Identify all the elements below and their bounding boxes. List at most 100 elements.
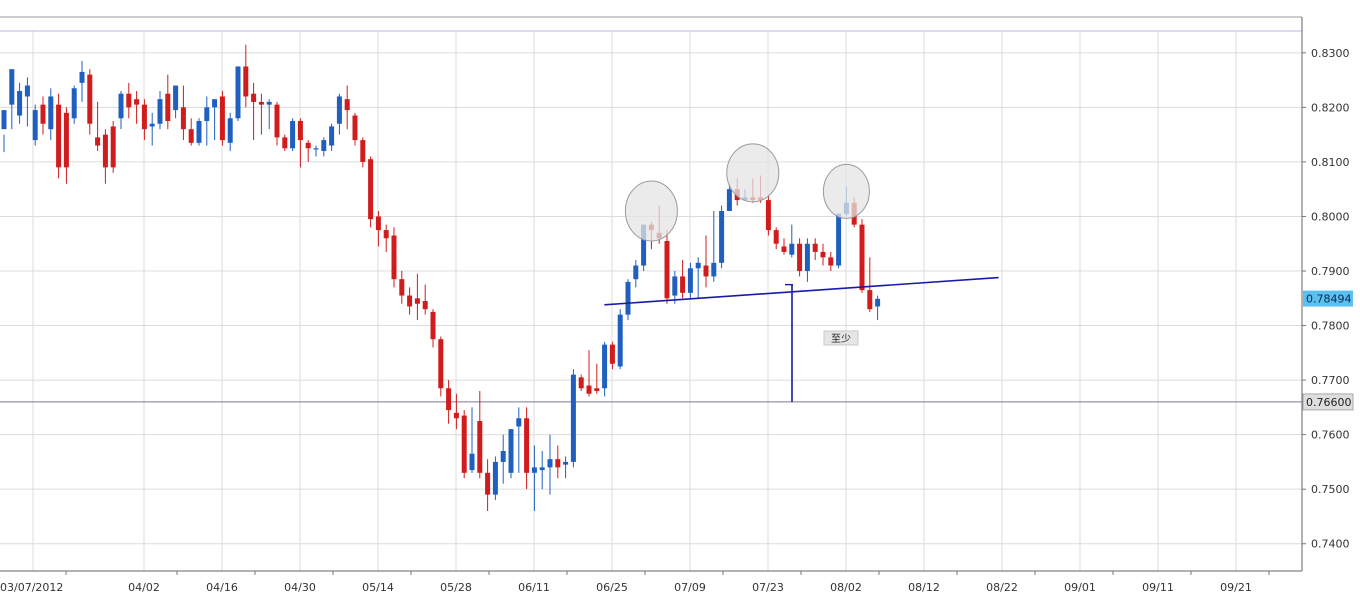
candle [352,112,358,146]
candle [149,112,155,146]
candle-body [407,295,413,307]
candle [196,118,202,146]
candle-body [212,99,218,108]
candle-body [266,101,272,105]
y-tick-label: 0.8200 [1311,101,1350,114]
candle [539,451,545,490]
candle [258,93,264,135]
candle [188,118,194,146]
x-tick-label: 07/09 [674,581,706,594]
candle-body [235,66,241,119]
candle-body [680,276,686,293]
y-tick-label: 0.7900 [1311,265,1350,278]
candle-body [297,121,303,141]
candle [165,74,171,130]
candle-body [290,121,296,149]
plot-frame [0,16,1303,572]
candle [297,118,303,168]
candle-body [789,243,795,255]
candle [118,91,124,130]
candle-body [173,85,179,111]
candle-body [32,110,38,141]
candle-body [687,268,693,293]
candle-body [430,311,436,340]
candle-body [102,134,108,168]
candle [40,96,46,135]
y-tick-label: 0.7600 [1311,429,1350,442]
candle [602,341,608,397]
x-tick-label: 09/01 [1064,581,1096,594]
candle [812,238,818,261]
candle [1,110,7,153]
candle [204,96,210,146]
candle-body [56,104,62,168]
candle-body [274,104,280,138]
target-price-box [1302,393,1354,411]
candle [446,380,452,424]
x-tick-label: 09/11 [1142,581,1174,594]
x-tick-label: 06/25 [596,581,628,594]
x-tick-label: 07/23 [752,581,784,594]
candle-body [188,129,194,143]
candle-body [828,257,834,266]
candle-body [180,107,186,130]
candle-body [243,66,249,97]
candle-body [87,74,93,124]
candle [500,434,506,484]
y-tick-label: 0.7400 [1311,538,1350,551]
candle [531,445,537,511]
candle-body [251,93,257,102]
price-labels: 0.78494 0.76600 [1302,290,1354,411]
candle [95,101,101,151]
candle-body [48,96,54,130]
candle-body [781,246,787,252]
candle [235,66,241,121]
candle [383,224,389,252]
x-tick-label: 04/30 [284,581,316,594]
candle [17,82,23,124]
candle [578,374,584,391]
neckline [604,276,999,306]
candle [274,101,280,146]
x-tick-label: 08/22 [986,581,1018,594]
candle [719,205,725,269]
candle-body [563,461,569,465]
candle [664,230,670,304]
candle [773,227,779,250]
candle-body [375,216,381,231]
candle [422,284,428,315]
candle-body [344,99,350,111]
candle-body [485,472,491,495]
target-price-label: 0.76600 [1306,396,1352,409]
candle-body [765,200,771,231]
candle [313,145,319,157]
candle [625,279,631,321]
candle-body [586,385,592,394]
candle [243,44,249,108]
candles [1,44,881,511]
candle-body [414,298,420,304]
candle-body [820,251,826,258]
candle-body [711,262,717,277]
candle-body [157,99,163,124]
overlays: 至少 [604,276,999,402]
candle [336,93,342,135]
candle [219,91,225,146]
candle-body [329,126,335,146]
candle [24,77,30,127]
candle-body [368,159,374,220]
candle [399,271,405,304]
candle-body [453,412,459,419]
y-tick-label: 0.7800 [1311,320,1350,333]
candle-body [305,142,311,149]
candle [875,295,881,321]
candle [609,341,615,370]
candle-body [695,262,701,269]
candle-body [40,104,46,124]
pattern-circle [726,143,780,203]
candle [9,69,15,130]
candle [368,156,374,228]
candle [134,91,140,124]
y-axis: 0.8300 0.8200 0.8100 0.8000 0.7900 0.7800 0.77… [1302,47,1350,551]
candle [797,238,803,277]
